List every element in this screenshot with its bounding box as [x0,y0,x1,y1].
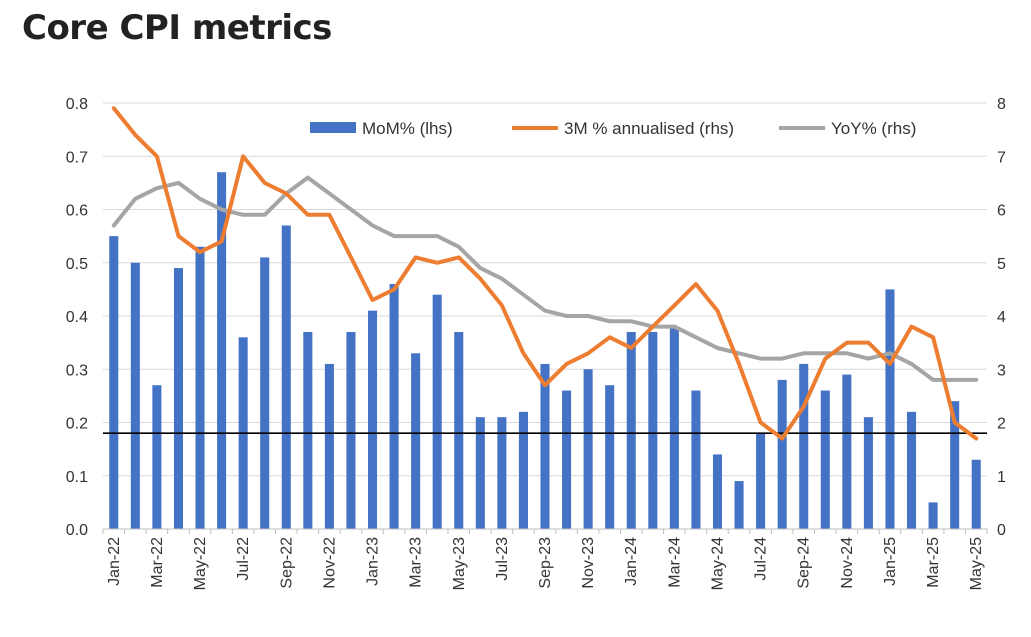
x-tick-label: Jul-24 [753,537,770,581]
y-right-tick-label: 7 [997,149,1006,166]
y-right-tick-label: 3 [997,362,1006,379]
bar-mom [756,433,766,529]
y-left-tick-label: 0.7 [66,149,88,166]
bar-mom [497,417,507,529]
bar-mom [303,331,313,529]
legend: MoM% (lhs) 3M % annualised (rhs) YoY% (rhs… [310,119,916,138]
bar-mom [842,374,852,529]
y-right-tick-label: 4 [997,309,1006,326]
bar-mom [928,502,938,529]
mom-bars [109,172,981,529]
x-tick-label: Nov-22 [321,537,338,589]
bar-mom [217,172,227,529]
y-left-tick-label: 0.1 [66,469,88,486]
x-tick-label: Jul-22 [235,537,252,581]
y-right-tick-label: 2 [997,416,1006,433]
bar-mom [712,454,723,529]
bar-mom [173,268,183,529]
y-left-tick-label: 0.5 [66,256,88,273]
bar-mom [562,390,572,529]
bar-mom [130,262,140,529]
bar-mom [260,257,270,529]
bar-mom [411,353,421,529]
x-tick-label: Mar-24 [666,537,683,588]
x-axis: Jan-22 Mar-22 May-22 Jul-22 Sep-22 Nov-22 Jan-… [102,528,988,590]
y-right-tick-label: 1 [997,469,1006,486]
legend-item: MoM% (lhs) [310,119,453,138]
x-tick-label: Jan-24 [623,537,640,586]
legend-item: YoY% (rhs) [779,119,916,138]
x-tick-label: May-23 [451,537,468,590]
bar-mom [281,225,291,529]
bar-mom [583,369,593,529]
x-tick-label: Nov-24 [839,537,856,589]
bar-mom [777,379,787,529]
bar-mom [432,294,442,529]
bar-mom [907,411,917,529]
bar-mom [195,246,205,529]
y-left-tick-label: 0.2 [66,416,88,433]
y-left-tick-label: 0.6 [66,203,88,220]
bar-mom [626,331,636,529]
bar-mom [454,331,464,529]
bar-mom [799,363,809,529]
x-tick-label: Mar-25 [925,537,942,588]
x-tick-label: Mar-23 [408,537,425,588]
left-axis-ticks: 0.0 0.1 0.2 0.3 0.4 0.5 0.6 0.7 0.8 [66,96,88,539]
y-left-tick-label: 0.4 [66,309,88,326]
bar-mom [950,401,960,529]
bar-mom [389,284,399,529]
bar-mom [109,236,119,529]
y-left-tick-label: 0.8 [66,96,88,113]
y-right-tick-label: 0 [997,522,1006,539]
x-tick-label: Jan-25 [882,537,899,586]
x-tick-label: Jul-23 [494,537,511,581]
x-tick-label: Sep-22 [278,537,295,589]
legend-label: YoY% (rhs) [831,119,916,138]
right-axis-ticks: 0 1 2 3 4 5 6 7 8 [997,96,1006,539]
bar-mom [648,331,658,529]
chart-title: Core CPI metrics [22,8,332,48]
bar-mom [691,390,701,529]
y-right-tick-label: 6 [997,203,1006,220]
x-tick-label: Nov-23 [580,537,597,589]
bar-mom [971,459,981,529]
bar-mom [820,390,830,529]
y-right-tick-label: 8 [997,96,1006,113]
legend-label: MoM% (lhs) [362,119,453,138]
bar-mom [518,411,528,529]
y-left-tick-label: 0.3 [66,362,88,379]
bar-mom [324,363,334,529]
bar-mom [152,385,162,529]
bar-mom [475,417,485,529]
x-tick-label: Sep-24 [796,537,813,589]
legend-label: 3M % annualised (rhs) [564,119,734,138]
bar-mom [346,331,356,529]
bar-mom [367,310,378,529]
legend-item: 3M % annualised (rhs) [512,119,734,138]
x-tick-label: May-24 [709,537,726,590]
x-tick-label: May-22 [192,537,209,590]
legend-swatch-bar [310,122,356,133]
x-tick-label: Sep-23 [537,537,554,589]
y-right-tick-label: 5 [997,256,1006,273]
bar-mom [605,385,615,529]
bar-mom [885,289,895,529]
bar-mom [863,417,873,529]
line-series [111,106,979,441]
x-tick-label: Jan-22 [106,537,123,586]
x-tick-label: Mar-22 [149,537,166,588]
bar-mom [540,363,550,529]
x-tick-label: May-25 [968,537,985,590]
y-left-tick-label: 0.0 [66,522,88,539]
line-3m-annualised [111,106,979,441]
bar-mom [734,481,744,529]
bar-mom [669,326,679,529]
x-tick-label: Jan-23 [365,537,382,586]
